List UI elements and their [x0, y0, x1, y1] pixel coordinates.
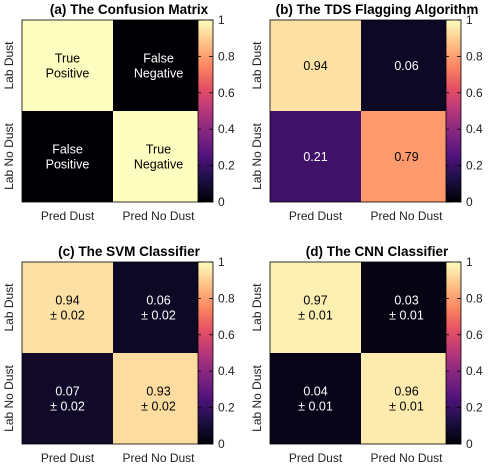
colorbar-tick-label: 0.2 [218, 401, 235, 415]
colorbar-tick-label: 0 [466, 195, 473, 209]
heatmap-cell [113, 262, 204, 353]
cell-label: 0.04 ± 0.01 [298, 385, 333, 414]
heatmap-cell [113, 353, 204, 444]
heatmap-cell [113, 20, 204, 111]
colorbar-tick-label: 0.8 [218, 49, 235, 63]
cell-label: 0.94 ± 0.02 [50, 294, 85, 323]
y-tick-label: Lab Dust [250, 41, 264, 90]
x-tick-label: Pred No Dust [370, 451, 443, 465]
colorbar-tick-label: 0.2 [218, 159, 235, 173]
colorbar-tick-label: 0.2 [466, 159, 483, 173]
heatmap-cell [270, 111, 361, 202]
y-tick-label: Lab No Dust [250, 122, 264, 189]
heatmap-cell [361, 111, 452, 202]
colorbar [446, 20, 461, 202]
colorbar-tick-label: 0.6 [218, 328, 235, 342]
y-tick-label: Lab No Dust [2, 364, 16, 431]
x-tick-label: Pred No Dust [122, 209, 195, 223]
colorbar-tick-label: 0.6 [466, 86, 483, 100]
panel-title: (b) The TDS Flagging Algorithm [276, 2, 479, 17]
colorbar-tick-label: 0.8 [218, 291, 235, 305]
colorbar-tick-label: 0.8 [466, 291, 483, 305]
panel-title: (c) The SVM Classifier [58, 244, 201, 259]
colorbar [198, 262, 213, 444]
heatmap-cell [270, 20, 361, 111]
heatmap-cell [270, 353, 361, 444]
colorbar-tick-label: 0.6 [218, 86, 235, 100]
colorbar-tick-label: 0.4 [466, 122, 483, 136]
colorbar-tick-label: 0 [466, 437, 473, 451]
colorbar-tick-label: 0.4 [218, 364, 235, 378]
x-tick-label: Pred Dust [289, 209, 343, 223]
colorbar [198, 20, 213, 202]
panel-title: (a) The Confusion Matrix [50, 2, 209, 17]
cell-label: True Negative [134, 143, 183, 172]
cell-label: 0.93 ± 0.02 [141, 385, 176, 414]
x-tick-label: Pred No Dust [370, 209, 443, 223]
cell-label: 0.06 [394, 59, 418, 73]
colorbar-tick-label: 1 [466, 13, 473, 27]
cell-label: 0.03 ± 0.01 [389, 294, 424, 323]
x-tick-label: Pred Dust [289, 451, 343, 465]
x-tick-label: Pred Dust [41, 209, 95, 223]
heatmap-cell [361, 262, 452, 353]
y-tick-label: Lab Dust [250, 283, 264, 332]
cell-label: 0.79 [394, 150, 418, 164]
cell-label: 0.07 ± 0.02 [50, 385, 85, 414]
heatmap-cell [22, 20, 113, 111]
panel-a: (a) The Confusion Matrix True Positive Fals… [2, 2, 235, 223]
panel-b: (b) The TDS Flagging Algorithm 0.94 0.06 0.… [250, 2, 483, 223]
panel-d: (d) The CNN Classifier 0.97 ± 0.01 0.03 ± 0.… [250, 244, 483, 465]
heatmap-cell [361, 20, 452, 111]
panel-c: (c) The SVM Classifier 0.94 ± 0.02 0.06 ± 0.… [2, 244, 235, 465]
heatmap-cell [361, 353, 452, 444]
colorbar-tick-label: 1 [466, 255, 473, 269]
y-tick-label: Lab Dust [2, 41, 16, 90]
colorbar-tick-label: 1 [218, 255, 225, 269]
cell-label: 0.21 [303, 150, 327, 164]
y-tick-label: Lab No Dust [250, 364, 264, 431]
y-tick-label: Lab No Dust [2, 122, 16, 189]
cell-label: 0.96 ± 0.01 [389, 385, 424, 414]
heatmap-cell [22, 353, 113, 444]
colorbar-tick-label: 0.6 [466, 328, 483, 342]
heatmap-cell [113, 111, 204, 202]
colorbar-tick-label: 0.4 [466, 364, 483, 378]
heatmap-cell [270, 262, 361, 353]
y-tick-label: Lab Dust [2, 283, 16, 332]
cell-label: 0.94 [303, 59, 327, 73]
colorbar-tick-label: 0.8 [466, 49, 483, 63]
heatmap-cell [22, 262, 113, 353]
colorbar [446, 262, 461, 444]
colorbar-tick-label: 0.2 [466, 401, 483, 415]
cell-label: 0.06 ± 0.02 [141, 294, 176, 323]
colorbar-tick-label: 0.4 [218, 122, 235, 136]
colorbar-tick-label: 0 [218, 437, 225, 451]
x-tick-label: Pred Dust [41, 451, 95, 465]
colorbar-tick-label: 0 [218, 195, 225, 209]
cell-label: True Positive [46, 52, 90, 81]
heatmap-cell [22, 111, 113, 202]
colorbar-tick-label: 1 [218, 13, 225, 27]
cell-label: False Positive [46, 143, 90, 172]
cell-label: False Negative [134, 52, 183, 81]
x-tick-label: Pred No Dust [122, 451, 195, 465]
panel-title: (d) The CNN Classifier [306, 244, 449, 259]
cell-label: 0.97 ± 0.01 [298, 294, 333, 323]
